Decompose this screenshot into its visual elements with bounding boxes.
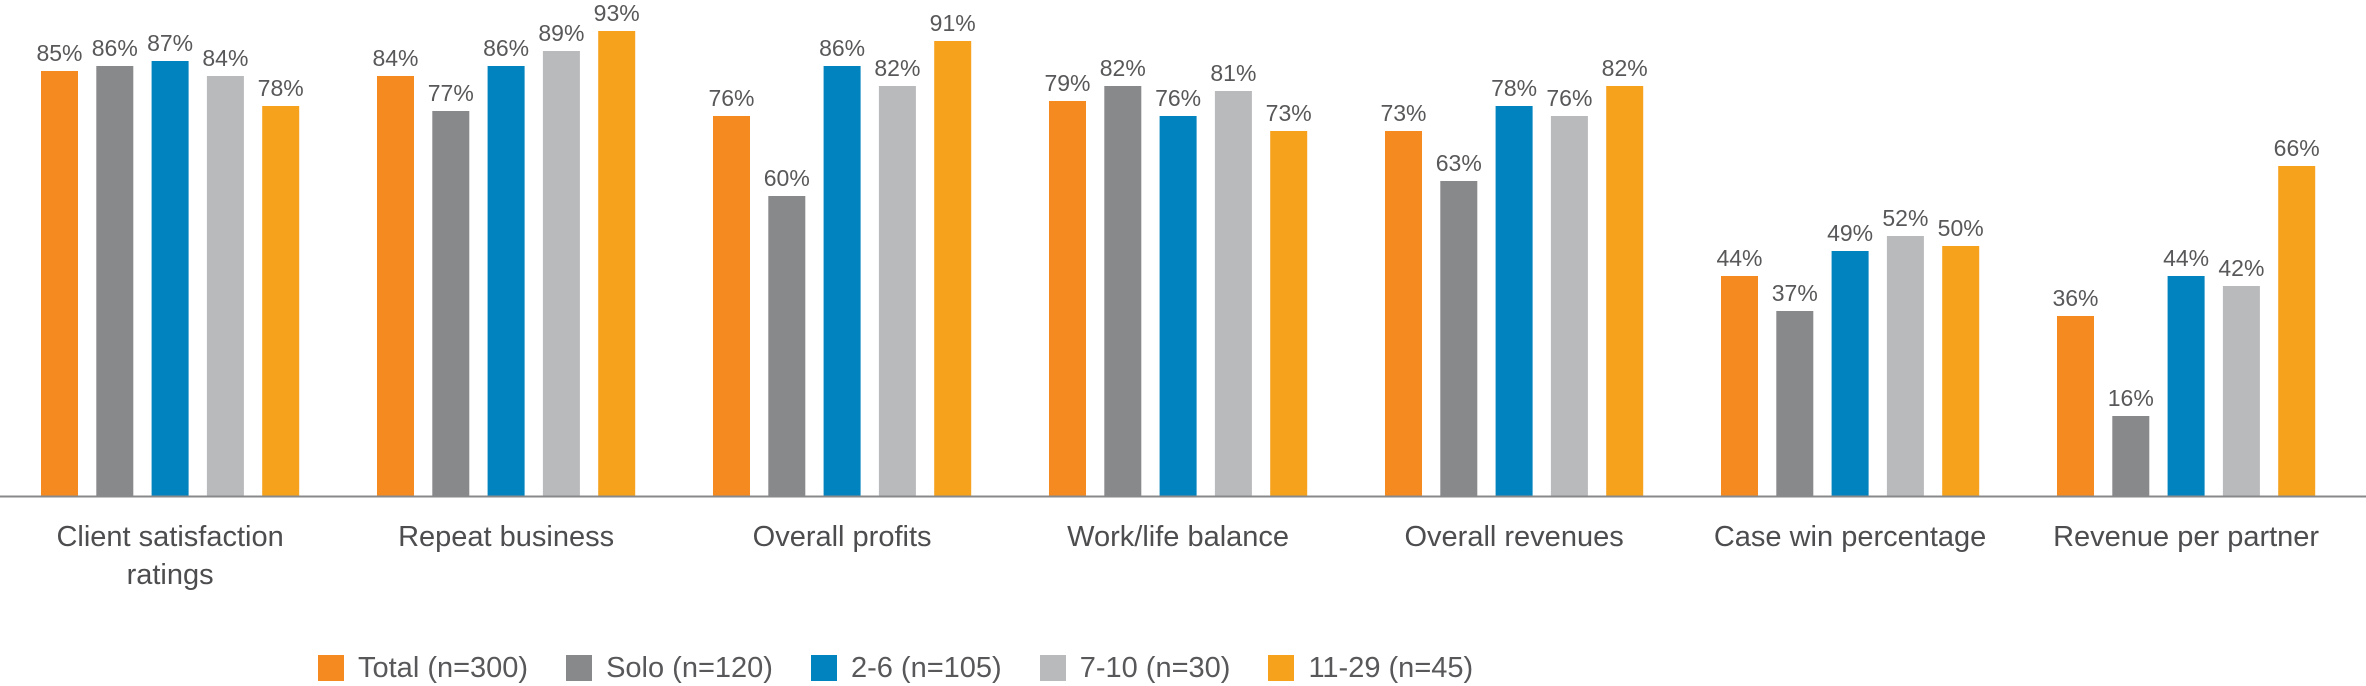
bar [262,106,300,496]
legend-label: 11-29 (n=45) [1308,651,1474,684]
bar [2112,416,2150,496]
data-label: 78% [258,75,304,101]
legend-label: 7-10 (n=30) [1079,651,1231,684]
legend-label: Total (n=300) [358,651,529,684]
bar [151,61,189,496]
bar [41,71,78,496]
legend-label: Solo (n=120) [606,651,773,684]
bar [1721,276,1758,496]
data-label: 77% [428,80,474,106]
bar [1159,116,1197,496]
data-label: 81% [1210,60,1256,86]
bar [1440,181,1478,496]
data-label: 84% [202,45,248,71]
legend-item: 2-6 (n=105) [810,651,1002,685]
bar [542,51,580,496]
data-label: 42% [2218,255,2264,281]
data-label: 76% [1155,85,1201,111]
bar [432,111,470,496]
bar [598,31,636,496]
bar [1831,251,1869,496]
data-label: 84% [372,45,418,71]
bar [768,196,806,496]
bar [1214,91,1252,496]
legend-swatch [1039,655,1066,681]
data-label: 79% [1044,70,1090,96]
data-label: 60% [764,165,810,191]
category-label: Repeat business [398,521,614,553]
bar [2167,276,2205,496]
data-label: 44% [2163,245,2209,271]
legend-item: Total (n=300) [318,652,528,685]
bar [2057,316,2094,496]
data-label: 66% [2274,135,2320,161]
data-label: 76% [1546,85,1592,111]
data-label: 78% [1491,75,1537,101]
bar [1104,86,1142,496]
legend-item: Solo (n=120) [566,652,773,685]
data-label: 49% [1827,220,1873,246]
bar [206,76,244,496]
legend-swatch [810,655,837,681]
category-label: Overall revenues [1404,521,1623,553]
bar [1049,101,1086,496]
data-label: 93% [594,0,640,26]
bar [934,41,972,496]
bar [713,116,750,496]
bar [2222,286,2260,496]
data-label: 82% [874,55,920,81]
data-label: 86% [819,35,865,61]
category-label: Work/life balance [1067,521,1289,553]
legend-item: 7-10 (n=30) [1039,651,1231,685]
data-label: 82% [1100,55,1146,81]
category-label: Client satisfaction [56,521,283,553]
bar [878,86,916,496]
bar-chart: 85% 86% 87% 84% 78% Client satisfaction rating… [0,0,2366,591]
data-label: 73% [1266,100,1312,126]
bar [1270,131,1308,496]
bar [1776,311,1814,496]
data-label: 86% [483,35,529,61]
legend-swatch [1268,655,1295,681]
data-label: 76% [708,85,754,111]
bar [1550,116,1588,496]
bar [1385,131,1422,496]
bar [1495,106,1533,496]
data-label: 87% [147,30,193,56]
legend-swatch [566,655,593,681]
category-label: Case win percentage [1714,521,1986,553]
data-label: 44% [1716,245,1762,271]
data-label: 91% [930,10,976,36]
legend-swatch [318,655,344,681]
bar [2278,166,2316,496]
data-label: 82% [1602,55,1648,81]
data-label: 52% [1882,205,1928,231]
data-label: 89% [538,20,584,46]
bar [823,66,861,496]
legend-label: 2-6 (n=105) [850,651,1002,684]
data-label: 63% [1436,150,1482,176]
bar [96,66,134,496]
category-label: ratings [127,559,214,591]
data-label: 37% [1772,280,1818,306]
legend: Total (n=300) Solo (n=120) 2-6 (n=105) 7-10… [318,650,1511,686]
bar [1886,236,1924,496]
category-label: Overall profits [753,521,932,553]
data-label: 86% [92,35,138,61]
bar [487,66,525,496]
bar [1942,246,1980,496]
data-label: 36% [2052,285,2098,311]
category-label: Revenue per partner [2053,521,2319,553]
bar [1606,86,1644,496]
data-label: 85% [36,40,82,66]
legend-item: 11-29 (n=45) [1268,652,1473,685]
data-label: 16% [2108,385,2154,411]
data-label: 50% [1938,215,1984,241]
bar [377,76,414,496]
data-label: 73% [1380,100,1426,126]
